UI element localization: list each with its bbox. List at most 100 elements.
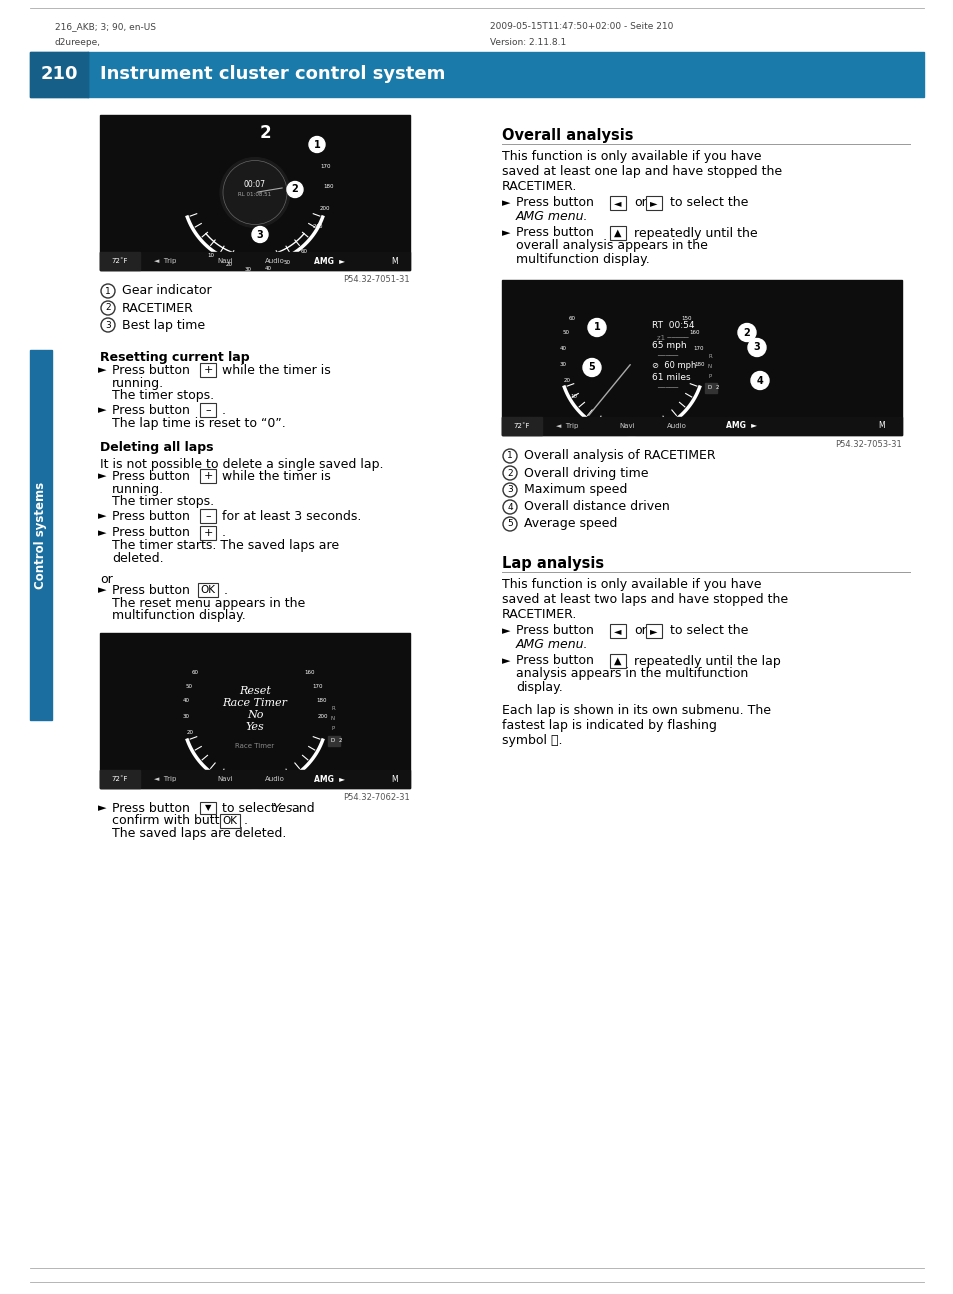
Text: Version: 2.11.8.1: Version: 2.11.8.1 [490, 38, 566, 47]
Text: The timer stops.: The timer stops. [112, 388, 213, 401]
Text: ─────: ───── [657, 353, 678, 360]
Text: 2: 2 [338, 738, 341, 743]
Text: 60: 60 [301, 248, 308, 254]
Text: running.: running. [112, 377, 164, 389]
Text: or: or [634, 625, 646, 638]
FancyBboxPatch shape [645, 197, 661, 210]
Text: AMG  ►: AMG ► [314, 775, 345, 783]
Text: to select the: to select the [669, 197, 747, 210]
Text: .: . [244, 814, 248, 827]
FancyBboxPatch shape [200, 402, 215, 418]
Text: +: + [203, 528, 213, 538]
Text: 240: 240 [313, 224, 323, 229]
Text: Audio: Audio [666, 423, 686, 430]
Text: The reset menu appears in the: The reset menu appears in the [112, 597, 305, 609]
Text: 30: 30 [558, 361, 566, 366]
FancyBboxPatch shape [609, 624, 625, 638]
Text: AMG menu.: AMG menu. [516, 210, 588, 223]
Text: 3: 3 [256, 229, 263, 239]
Text: 3: 3 [753, 343, 760, 352]
Text: ◄: ◄ [614, 198, 621, 208]
Text: No: No [247, 710, 263, 721]
Text: 1: 1 [593, 322, 599, 333]
FancyBboxPatch shape [220, 814, 239, 828]
Text: 40: 40 [182, 699, 190, 704]
Text: 50: 50 [284, 260, 291, 265]
Text: OK: OK [222, 817, 237, 826]
Text: Resetting current lap: Resetting current lap [100, 351, 250, 364]
Text: 72˚F: 72˚F [514, 423, 530, 430]
Text: 2: 2 [105, 304, 111, 312]
Text: 170: 170 [313, 683, 323, 688]
Bar [30, 52, 923, 97]
Text: 00:07: 00:07 [244, 180, 266, 189]
Text: D: D [331, 738, 335, 743]
Bar [100, 252, 140, 270]
Text: ►: ► [98, 804, 107, 813]
Text: 1: 1 [105, 286, 111, 295]
Text: N: N [707, 364, 711, 369]
Text: Press button: Press button [516, 226, 594, 239]
Text: to select the: to select the [669, 625, 747, 638]
Text: 5: 5 [507, 519, 513, 528]
Text: Navi: Navi [618, 423, 634, 430]
FancyBboxPatch shape [200, 802, 215, 814]
Text: –: – [205, 405, 211, 415]
Text: d2ureepe,: d2ureepe, [55, 38, 101, 47]
Text: –: – [205, 511, 211, 521]
Text: Race Timer: Race Timer [222, 699, 287, 709]
Text: The lap time is reset to “0”.: The lap time is reset to “0”. [112, 417, 286, 430]
Text: Overall analysis: Overall analysis [501, 128, 633, 144]
Bar [704, 383, 717, 392]
Text: Average speed: Average speed [523, 518, 617, 531]
Text: Reset: Reset [239, 686, 271, 695]
Text: P: P [331, 726, 335, 731]
Text: Press button: Press button [516, 655, 594, 668]
Bar [100, 770, 140, 788]
Text: Press button: Press button [112, 527, 190, 540]
FancyBboxPatch shape [609, 226, 625, 239]
Text: 4: 4 [756, 375, 762, 386]
Circle shape [582, 358, 600, 377]
Text: 160: 160 [689, 330, 700, 335]
Text: Yes: Yes [272, 801, 293, 814]
Text: The timer stops.: The timer stops. [112, 494, 213, 507]
Text: multifunction display.: multifunction display. [516, 252, 649, 265]
Text: 210: 210 [40, 65, 77, 83]
Text: 30: 30 [182, 714, 190, 719]
Text: .: . [222, 527, 226, 540]
Text: ◄: ◄ [614, 626, 621, 635]
Text: ▲: ▲ [614, 228, 621, 238]
Text: repeatedly until the lap: repeatedly until the lap [634, 655, 780, 668]
Text: 2: 2 [507, 468, 513, 477]
Text: 2: 2 [292, 185, 298, 194]
Text: z1 ─────: z1 ───── [657, 335, 688, 340]
Text: 10: 10 [570, 393, 577, 399]
Text: multifunction display.: multifunction display. [112, 608, 246, 621]
Text: +: + [203, 365, 213, 375]
Text: 200: 200 [319, 206, 330, 211]
Text: 10: 10 [207, 254, 214, 258]
Text: 160: 160 [310, 144, 320, 149]
Text: 170: 170 [319, 163, 330, 168]
Text: Navi: Navi [217, 258, 233, 264]
Text: ─────: ───── [657, 386, 678, 392]
FancyBboxPatch shape [198, 582, 217, 597]
Text: 2: 2 [259, 123, 271, 141]
Text: 200: 200 [317, 714, 328, 719]
Text: Overall driving time: Overall driving time [523, 467, 648, 480]
Text: ►: ► [501, 228, 510, 238]
Text: AMG  ►: AMG ► [314, 256, 345, 265]
Text: Press button: Press button [516, 197, 594, 210]
Text: 65 mph: 65 mph [651, 340, 686, 349]
FancyBboxPatch shape [200, 525, 215, 541]
Text: Control systems: Control systems [34, 481, 48, 589]
Text: P54.32-7051-31: P54.32-7051-31 [343, 276, 410, 283]
Text: M: M [392, 775, 398, 783]
Text: Best lap time: Best lap time [122, 318, 205, 331]
Text: RL 01:08.51: RL 01:08.51 [238, 193, 272, 198]
FancyBboxPatch shape [200, 362, 215, 378]
Text: 216_AKB; 3; 90, en-US: 216_AKB; 3; 90, en-US [55, 22, 156, 31]
Text: ►: ► [98, 528, 107, 538]
Text: +: + [203, 471, 213, 481]
